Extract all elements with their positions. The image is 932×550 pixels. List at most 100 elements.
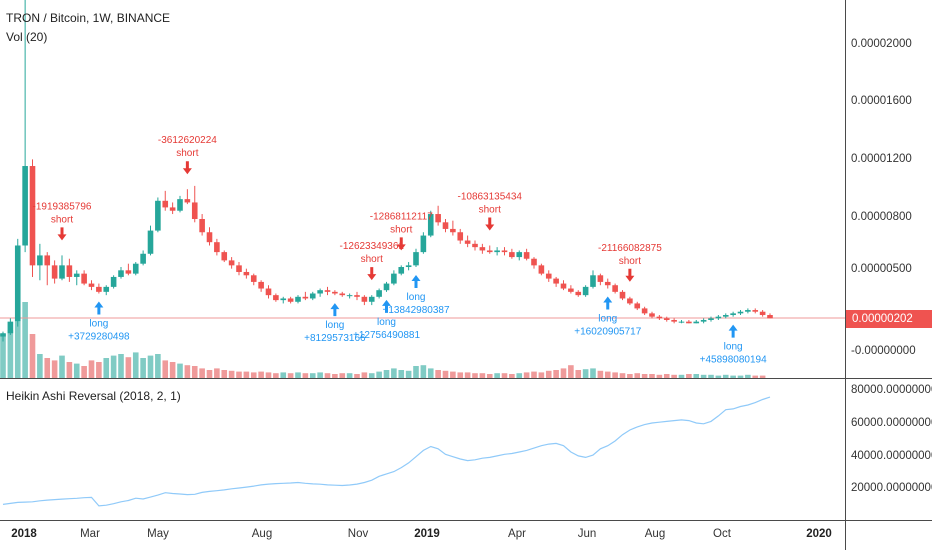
candle-body (745, 310, 751, 312)
candle-body (671, 319, 677, 322)
volume-bar (745, 374, 751, 378)
volume-bar (708, 374, 714, 378)
volume-bar (509, 374, 515, 378)
pane-divider[interactable] (0, 378, 932, 379)
signal-label: long (724, 342, 743, 353)
volume-bar (671, 374, 677, 378)
volume-bar (693, 374, 700, 378)
price-tick: 0.00000800 (851, 211, 912, 223)
candle-body (324, 290, 331, 292)
volume-bar (295, 372, 301, 378)
price-tick: 0.00002000 (851, 38, 912, 50)
volume-bar (265, 372, 272, 378)
volume-bar (568, 365, 574, 378)
candle-body (66, 265, 73, 277)
volume-bar (118, 354, 124, 378)
candle-body (354, 295, 360, 297)
volume-bar (287, 373, 294, 378)
volume-bar (29, 334, 36, 378)
volume-title[interactable]: Vol (20) (6, 30, 48, 44)
price-tick: 0.00001200 (851, 153, 912, 165)
candle-body (287, 298, 294, 302)
candle-body (560, 283, 567, 289)
candle-body (22, 166, 28, 246)
volume-bar (700, 374, 707, 378)
candle-body (361, 296, 368, 302)
indicator-title[interactable]: Heikin Ashi Reversal (2018, 2, 1) (6, 389, 181, 403)
volume-bar (250, 372, 257, 378)
candle-body (73, 273, 80, 277)
volume-bar (73, 363, 80, 378)
volume-bar (730, 375, 736, 378)
signal-value: +12756490881 (353, 330, 420, 341)
volume-bar (523, 372, 530, 378)
candle-body (722, 315, 729, 317)
symbol-title[interactable]: TRON / Bitcoin, 1W, BINANCE (6, 11, 171, 25)
indicator-line (2, 396, 771, 507)
volume-bar (457, 372, 464, 378)
candle-body (678, 321, 685, 323)
time-axis-divider (0, 520, 932, 521)
candle-body (708, 318, 714, 320)
volume-bar (258, 371, 264, 378)
volume-bar (51, 360, 58, 378)
volume-bar (214, 368, 220, 378)
short-arrow-icon (625, 268, 635, 282)
volume-bar (722, 374, 729, 378)
volume-bar (597, 370, 604, 378)
signal-label: long (407, 292, 426, 303)
volume-bar (759, 375, 766, 378)
time-label: Jun (577, 528, 597, 540)
candle-body (96, 286, 102, 292)
time-label: Aug (251, 528, 273, 540)
candle-body (450, 228, 456, 233)
time-label: 2018 (11, 528, 37, 540)
candle-body (553, 278, 559, 284)
candle-body (545, 273, 552, 279)
candle-body (759, 311, 766, 316)
candle-body (700, 319, 707, 322)
volume-bar (66, 362, 73, 378)
candle-body (155, 200, 161, 231)
volume-bar (191, 366, 198, 378)
candle-body (649, 313, 655, 317)
short-arrow-icon (367, 267, 377, 281)
volume-bar (531, 371, 537, 378)
candle-body (391, 273, 397, 284)
candle-body (302, 296, 309, 299)
volume-bar (228, 370, 235, 378)
short-arrow-icon (57, 227, 67, 241)
indicator-tick: 20000.00000000 (851, 482, 932, 494)
candle-body (420, 235, 427, 253)
volume-bar (575, 370, 582, 378)
volume-bar (435, 370, 441, 378)
candle-body (730, 313, 736, 316)
candle-body (398, 267, 405, 274)
volume-bar (649, 374, 655, 378)
candle-body (169, 207, 176, 211)
candle-body (686, 321, 692, 324)
candle-body (51, 265, 58, 279)
volume-bar (273, 373, 279, 378)
signal-label: short (479, 204, 501, 215)
short-arrow-icon (396, 237, 406, 251)
short-arrow-icon (485, 217, 495, 231)
volume-bar (44, 358, 51, 378)
volume-bar (464, 372, 471, 378)
volume-bar (346, 373, 353, 378)
volume-bar (553, 370, 559, 378)
volume-bar (236, 371, 242, 378)
candle-body (582, 286, 589, 296)
candle-body (523, 252, 530, 259)
time-label: Apr (508, 528, 526, 540)
candle-body (250, 275, 257, 282)
signal-label: long (377, 317, 396, 328)
volume-bar (81, 366, 87, 378)
candle-body (634, 303, 641, 309)
volume-bar (619, 373, 626, 378)
candle-body (590, 275, 596, 287)
candle-body (612, 285, 618, 292)
candle-body (509, 252, 515, 258)
candle-body (376, 290, 382, 297)
